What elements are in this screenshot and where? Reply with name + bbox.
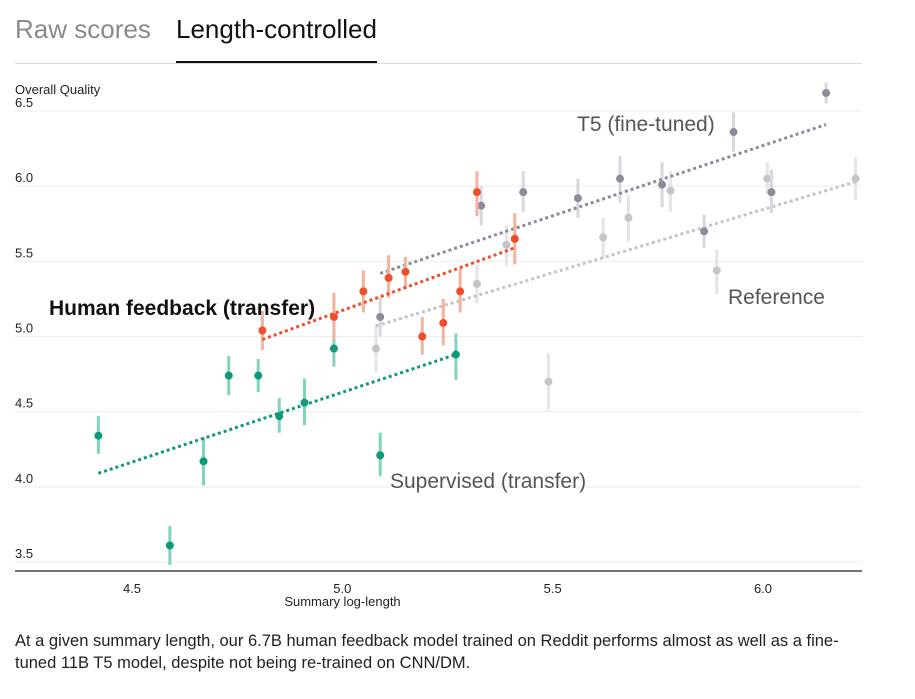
- y-tick-label: 3.5: [15, 546, 33, 561]
- data-point: [371, 344, 380, 353]
- data-point: [472, 279, 481, 288]
- x-tick-label: 5.0: [333, 581, 351, 596]
- data-point: [624, 213, 633, 222]
- data-point: [384, 273, 393, 282]
- data-point: [359, 287, 368, 296]
- data-point: [329, 344, 338, 353]
- data-point: [451, 350, 460, 359]
- data-point: [700, 227, 709, 236]
- tab-length-controlled[interactable]: Length-controlled: [176, 14, 377, 63]
- y-tick-label: 4.0: [15, 471, 33, 486]
- trend-line: [379, 123, 827, 275]
- data-point: [519, 188, 528, 197]
- data-point: [767, 188, 776, 197]
- data-point: [477, 201, 486, 210]
- data-point: [472, 188, 481, 197]
- data-point: [712, 266, 721, 275]
- data-point: [300, 398, 309, 407]
- data-point: [599, 233, 608, 242]
- data-point: [401, 267, 410, 276]
- trend-line: [261, 246, 516, 341]
- chart-caption: At a given summary length, our 6.7B huma…: [15, 632, 839, 672]
- tab-bar: Raw scores Length-controlled: [15, 0, 862, 64]
- data-point: [573, 194, 582, 203]
- y-axis-label: Overall Quality: [15, 82, 101, 97]
- data-point: [376, 451, 385, 460]
- data-point: [254, 371, 263, 380]
- data-point: [763, 174, 772, 183]
- data-point: [510, 234, 519, 243]
- series-annotation: Reference: [728, 286, 825, 309]
- series-annotation: T5 (fine-tuned): [577, 113, 715, 136]
- y-tick-label: 4.5: [15, 396, 33, 411]
- data-point: [851, 174, 860, 183]
- y-tick-label: 5.0: [15, 321, 33, 336]
- data-point: [502, 240, 511, 249]
- x-tick-label: 6.0: [754, 581, 772, 596]
- data-point: [658, 180, 667, 189]
- data-point: [666, 186, 675, 195]
- scatter-chart: 3.5 4.0 4.5 5.0 5.5 6.0 6.5 4.5 5.0 5.5 6.0 Overall…: [15, 82, 862, 609]
- y-tick-label: 6.5: [15, 95, 33, 110]
- y-tick-label: 6.0: [15, 170, 33, 185]
- data-point: [456, 287, 465, 296]
- tab-raw-scores[interactable]: Raw scores: [15, 14, 151, 44]
- data-point: [94, 431, 103, 440]
- data-point: [729, 128, 738, 137]
- data-point: [199, 457, 208, 466]
- series-annotation: Human feedback (transfer): [49, 297, 315, 320]
- x-tick-label: 4.5: [123, 581, 141, 596]
- series-annotation: Supervised (transfer): [390, 470, 586, 493]
- data-point: [544, 377, 553, 386]
- data-point: [439, 318, 448, 327]
- data-point: [329, 312, 338, 321]
- x-tick-label: 5.5: [544, 581, 562, 596]
- y-tick-label: 5.5: [15, 245, 33, 260]
- data-point: [615, 174, 624, 183]
- data-point: [418, 332, 427, 341]
- data-point: [376, 312, 385, 321]
- data-point: [165, 541, 174, 550]
- x-axis-label: Summary log-length: [284, 594, 400, 609]
- data-point: [275, 412, 284, 421]
- data-point: [224, 371, 233, 380]
- data-point: [258, 326, 267, 335]
- data-point: [822, 88, 831, 97]
